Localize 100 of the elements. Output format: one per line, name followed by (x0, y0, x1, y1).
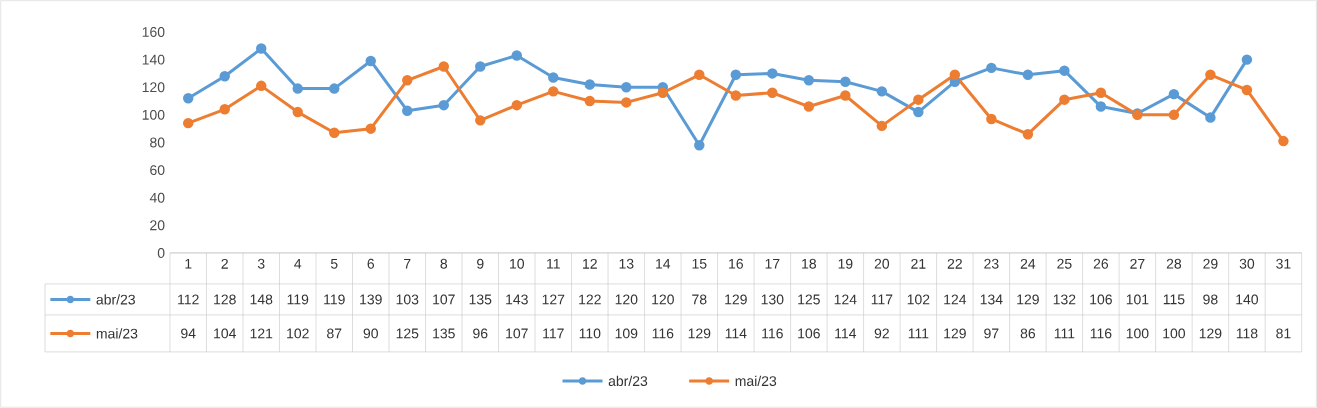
x-tick-label: 23 (984, 258, 999, 269)
data-label: 116 (1090, 328, 1112, 339)
point (292, 106, 303, 118)
point (986, 62, 997, 74)
x-tick-label: 8 (440, 258, 448, 269)
y-tick-label: 160 (142, 27, 165, 37)
point (876, 86, 888, 97)
data-label: 110 (579, 328, 601, 339)
point (329, 83, 340, 94)
point (548, 72, 559, 83)
x-tick-label: 13 (619, 258, 634, 269)
data-label: 124 (834, 294, 857, 305)
point (986, 113, 997, 125)
point (219, 104, 230, 115)
x-tick-label: 12 (583, 258, 597, 269)
data-label: 135 (433, 328, 455, 339)
point (511, 99, 523, 111)
point (475, 61, 486, 72)
point (1168, 109, 1180, 121)
data-label: 101 (1126, 294, 1149, 305)
data-label: 94 (181, 328, 196, 339)
x-tick-label: 6 (367, 258, 375, 269)
point (1205, 112, 1216, 123)
data-label: 98 (1203, 294, 1218, 305)
data-label: 106 (1090, 294, 1112, 305)
point (292, 83, 303, 94)
data-label: 139 (360, 294, 382, 305)
data-label: 132 (1053, 294, 1076, 305)
x-tick-label: 9 (477, 258, 484, 269)
x-tick-label: 19 (838, 258, 853, 269)
data-label: 102 (907, 294, 930, 305)
point (694, 140, 705, 151)
data-label: 135 (469, 294, 492, 305)
legend-label: mai/23 (96, 328, 138, 339)
x-tick-label: 18 (802, 258, 816, 269)
point (1095, 101, 1107, 112)
data-label: 116 (762, 328, 783, 339)
x-tick-label: 24 (1020, 258, 1036, 269)
point (767, 87, 778, 99)
data-label: 112 (178, 294, 199, 305)
data-label: 117 (871, 294, 893, 305)
point (767, 68, 778, 79)
data-label: 118 (1236, 328, 1258, 339)
data-label: 114 (835, 328, 857, 339)
y-tick-label: 20 (150, 220, 165, 231)
data-label: 119 (324, 294, 345, 305)
point (1059, 94, 1070, 105)
y-tick-label: 140 (142, 54, 165, 65)
point (1205, 69, 1216, 81)
data-label: 129 (1017, 294, 1039, 305)
data-label: 130 (761, 294, 784, 305)
data-label: 128 (214, 294, 236, 305)
y-tick-label: 100 (142, 109, 165, 120)
data-label: 114 (725, 328, 747, 339)
data-label: 125 (798, 294, 820, 305)
data-label: 107 (506, 328, 528, 339)
data-label: 90 (363, 328, 378, 339)
data-label: 124 (944, 294, 967, 305)
point (1022, 69, 1034, 81)
data-label: 87 (327, 328, 342, 339)
x-tick-label: 1 (185, 259, 192, 269)
point (694, 69, 705, 81)
point (584, 95, 596, 107)
point (438, 99, 449, 111)
x-tick-label: 16 (729, 258, 743, 269)
point (840, 76, 851, 87)
x-tick-label: 27 (1130, 258, 1145, 269)
point (182, 93, 194, 104)
point (511, 50, 523, 61)
point (329, 127, 340, 139)
point (876, 120, 888, 132)
point (730, 69, 742, 81)
y-tick-label: 40 (149, 192, 165, 203)
y-tick-label: 0 (157, 248, 165, 258)
data-label: 119 (287, 294, 309, 305)
data-label: 97 (984, 328, 999, 339)
data-label: 121 (250, 328, 273, 339)
data-label: 104 (214, 328, 236, 339)
legend-label: abr/23 (96, 294, 135, 305)
data-label: 109 (615, 328, 638, 339)
data-label: 127 (542, 294, 565, 305)
x-tick-label: 21 (911, 258, 926, 269)
data-label: 129 (944, 328, 966, 339)
data-label: 116 (652, 328, 674, 339)
data-label: 115 (1163, 294, 1185, 305)
point (1168, 88, 1180, 100)
x-tick-label: 3 (257, 258, 265, 269)
point (182, 117, 194, 129)
data-label: 122 (579, 294, 601, 305)
text: mai/23 (735, 375, 777, 387)
point (1278, 135, 1289, 147)
data-label: 92 (874, 328, 889, 339)
data-label: 111 (908, 328, 929, 339)
data-label: 148 (250, 294, 273, 305)
point (913, 94, 924, 105)
x-tick-label: 14 (656, 259, 671, 269)
point (475, 115, 486, 126)
point (402, 75, 413, 86)
x-tick-label: 7 (404, 259, 411, 269)
x-tick-label: 31 (1276, 258, 1291, 269)
